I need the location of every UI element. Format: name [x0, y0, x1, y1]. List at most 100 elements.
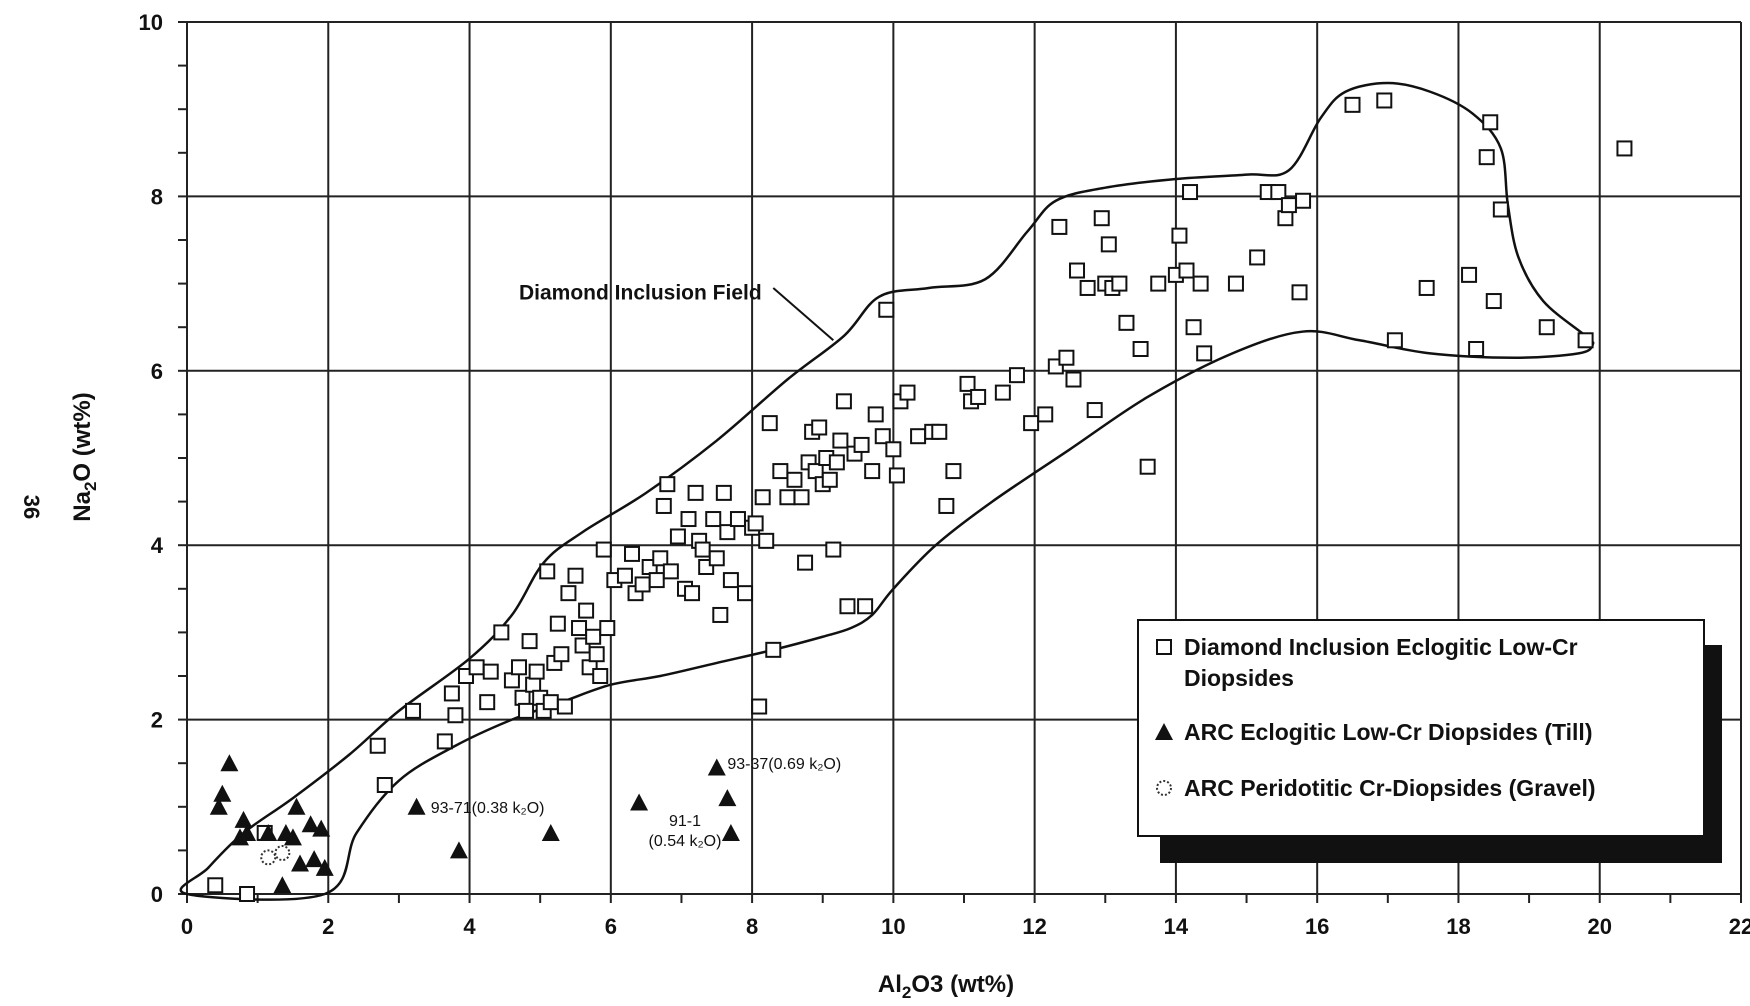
eclogitic-diamond-point [715, 484, 732, 501]
arc-eclogitic-point [283, 828, 302, 846]
eclogitic-diamond-point [1150, 275, 1167, 292]
arc-eclogitic-point [449, 841, 468, 859]
y-axis-label: Na2O (wt%) [69, 392, 100, 521]
arc-peridotitic-point [260, 849, 277, 866]
legend-filled-triangle-icon [1155, 723, 1173, 740]
eclogitic-diamond-point [616, 567, 633, 584]
eclogitic-diamond-point [1344, 96, 1361, 113]
eclogitic-diamond-point [705, 511, 722, 528]
eclogitic-diamond-point [1295, 192, 1312, 209]
eclogitic-diamond-point [549, 615, 566, 632]
eclogitic-diamond-point [888, 467, 905, 484]
x-tick-label: 2 [322, 914, 334, 939]
eclogitic-diamond-point [772, 463, 789, 480]
eclogitic-diamond-point [1065, 371, 1082, 388]
arc-eclogitic-point [238, 823, 257, 841]
eclogitic-diamond-point [994, 384, 1011, 401]
eclogitic-diamond-point [239, 886, 256, 902]
y-tick-label: 6 [151, 359, 163, 384]
eclogitic-diamond-point [1069, 262, 1086, 279]
eclogitic-diamond-point [560, 585, 577, 602]
eclogitic-diamond-point [1192, 275, 1209, 292]
eclogitic-diamond-point [793, 489, 810, 506]
eclogitic-diamond-point [1249, 249, 1266, 266]
x-tick-label: 18 [1446, 914, 1470, 939]
eclogitic-diamond-point [503, 672, 520, 689]
arc-eclogitic-point [291, 854, 310, 872]
eclogitic-diamond-point [1139, 458, 1156, 475]
eclogitic-diamond-point [722, 572, 739, 589]
x-tick-label: 8 [746, 914, 758, 939]
eclogitic-diamond-point [885, 441, 902, 458]
eclogitic-diamond-point [578, 602, 595, 619]
annotation-label: (0.54 k₂O) [649, 833, 722, 850]
eclogitic-diamond-point [797, 554, 814, 571]
x-tick-label: 0 [181, 914, 193, 939]
eclogitic-diamond-point [443, 685, 460, 702]
arc-eclogitic-point [305, 850, 324, 868]
eclogitic-diamond-point [1118, 314, 1135, 331]
eclogitic-diamond-point [719, 524, 736, 541]
eclogitic-diamond-point [832, 432, 849, 449]
eclogitic-diamond-point [835, 393, 852, 410]
eclogitic-diamond-point [595, 541, 612, 558]
eclogitic-diamond-point [588, 646, 605, 663]
legend-dotted-circle-icon [1156, 780, 1172, 796]
eclogitic-diamond-point [687, 484, 704, 501]
legend-label: Diopsides [1184, 665, 1294, 691]
eclogitic-diamond-point [493, 624, 510, 641]
eclogitic-diamond-point [1051, 218, 1068, 235]
eclogitic-diamond-point [207, 877, 224, 894]
annotation-label: 93-37(0.69 k₂O) [727, 756, 841, 773]
arc-eclogitic-point [234, 810, 253, 828]
eclogitic-diamond-point [655, 497, 672, 514]
eclogitic-diamond-point [1185, 319, 1202, 336]
eclogitic-diamond-point [1538, 319, 1555, 336]
eclogitic-diamond-point [634, 576, 651, 593]
eclogitic-diamond-point [761, 415, 778, 432]
x-tick-label: 22 [1729, 914, 1750, 939]
arc-eclogitic-point [213, 784, 232, 802]
eclogitic-diamond-point [945, 463, 962, 480]
field-label: Diamond Inclusion Field [519, 281, 762, 304]
tick-labels: 0 2 4 6 8 10 12 14 16 18 20 22 0 2 4 6 8 10 [139, 10, 1750, 939]
eclogitic-diamond-point [518, 702, 535, 719]
arc-eclogitic-point [407, 797, 426, 815]
x-tick-label: 6 [605, 914, 617, 939]
x-tick-label: 12 [1022, 914, 1046, 939]
arc-eclogitic-point [230, 828, 249, 846]
annotation-label: 93-71(0.38 k₂O) [431, 800, 545, 817]
arc-eclogitic-point [301, 815, 320, 833]
eclogitic-diamond-point [405, 702, 422, 719]
eclogitic-diamond-point [1008, 367, 1025, 384]
eclogitic-diamond-point [514, 689, 531, 706]
arc-eclogitic-point [220, 754, 239, 772]
eclogitic-diamond-point [1111, 275, 1128, 292]
arc-eclogitic-point [718, 789, 737, 807]
eclogitic-diamond-point [938, 497, 955, 514]
eclogitic-diamond-point [662, 563, 679, 580]
eclogitic-diamond-point [510, 659, 527, 676]
legend-label: Diamond Inclusion Eclogitic Low-Cr [1184, 634, 1578, 660]
eclogitic-diamond-point [931, 423, 948, 440]
eclogitic-diamond-point [878, 301, 895, 318]
eclogitic-diamond-point [825, 541, 842, 558]
eclogitic-diamond-point [567, 567, 584, 584]
eclogitic-diamond-point [539, 563, 556, 580]
eclogitic-diamond-point [853, 436, 870, 453]
x-tick-label: 16 [1305, 914, 1329, 939]
diamond-inclusion-field: Diamond Inclusion Field [179, 81, 1595, 901]
eclogitic-diamond-point [571, 620, 588, 637]
eclogitic-diamond-point [1468, 341, 1485, 357]
eclogitic-diamond-point [807, 463, 824, 480]
eclogitic-diamond-point [864, 463, 881, 480]
eclogitic-diamond-point [436, 733, 453, 750]
eclogitic-diamond-point [556, 698, 573, 715]
y-tick-label: 4 [151, 533, 164, 558]
eclogitic-diamond-point [786, 471, 803, 488]
eclogitic-diamond-point [1461, 266, 1478, 283]
arc-eclogitic-point [312, 819, 331, 837]
eclogitic-diamond-point [694, 541, 711, 558]
eclogitic-diamond-point [867, 406, 884, 423]
